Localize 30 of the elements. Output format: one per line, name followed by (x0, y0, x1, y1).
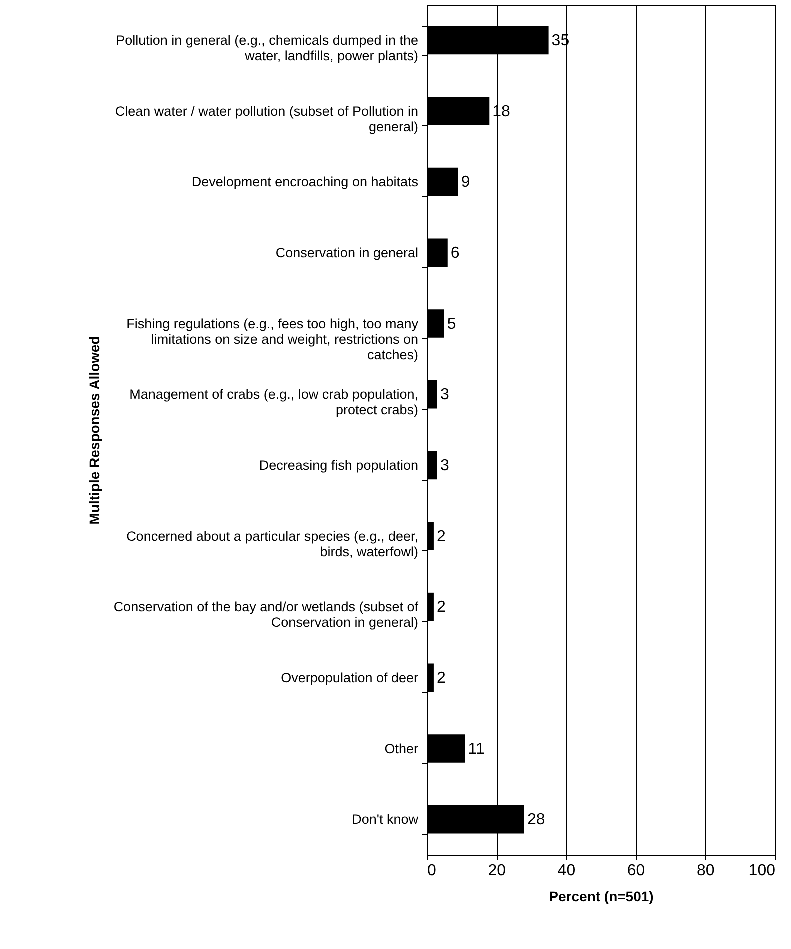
y-tick-label: Conservation of the bay and/or wetlands (subset of Conservation in general) (114, 600, 419, 630)
data-label: 2 (436, 670, 446, 687)
y-tick-label: Decreasing fish population (259, 458, 418, 473)
data-label: 28 (527, 812, 546, 829)
y-tick-label: Pollution in general (e.g., chemicals dumped in the water, landfills, power plants) (116, 32, 418, 64)
y-tick-label: Concerned about a particular species (e.g., deer, birds, waterfowl) (126, 528, 418, 560)
y-tick-label: Overpopulation of deer (281, 670, 419, 686)
y-tick-label: Fishing regulations (e.g., fees too high, too many limitations on size and weight, restrictions on catches) (126, 316, 419, 362)
x-tick-label: 80 (697, 862, 715, 880)
y-tick-label: Management of crabs (e.g., low crab population, protect crabs) (130, 387, 418, 418)
data-label: 3 (440, 386, 450, 404)
x-axis-title: Percent (n=501) (549, 888, 654, 904)
x-tick-label: 20 (488, 862, 506, 880)
data-label: 5 (447, 316, 456, 333)
y-tick-label: Development encroaching on habitats (192, 174, 419, 190)
data-label: 9 (461, 174, 470, 192)
data-label: 3 (440, 457, 450, 474)
data-label: 2 (436, 528, 446, 546)
y-tick-label: Conservation in general (276, 245, 418, 260)
x-tick-label: 40 (558, 862, 576, 880)
y-tick-label: Other (384, 741, 419, 756)
y-tick-label: Don't know (352, 812, 419, 828)
x-tick-label: 60 (627, 862, 646, 880)
data-label: 11 (468, 740, 485, 758)
y-axis-title: Multiple Responses Allowed (86, 336, 102, 525)
data-label: 2 (436, 599, 446, 616)
y-tick-label: Clean water / water pollution (subset of Pollution in general) (115, 104, 418, 134)
x-tick-label: 0 (428, 862, 436, 880)
data-label: 6 (450, 244, 460, 262)
x-tick-label: 100 (748, 862, 776, 880)
